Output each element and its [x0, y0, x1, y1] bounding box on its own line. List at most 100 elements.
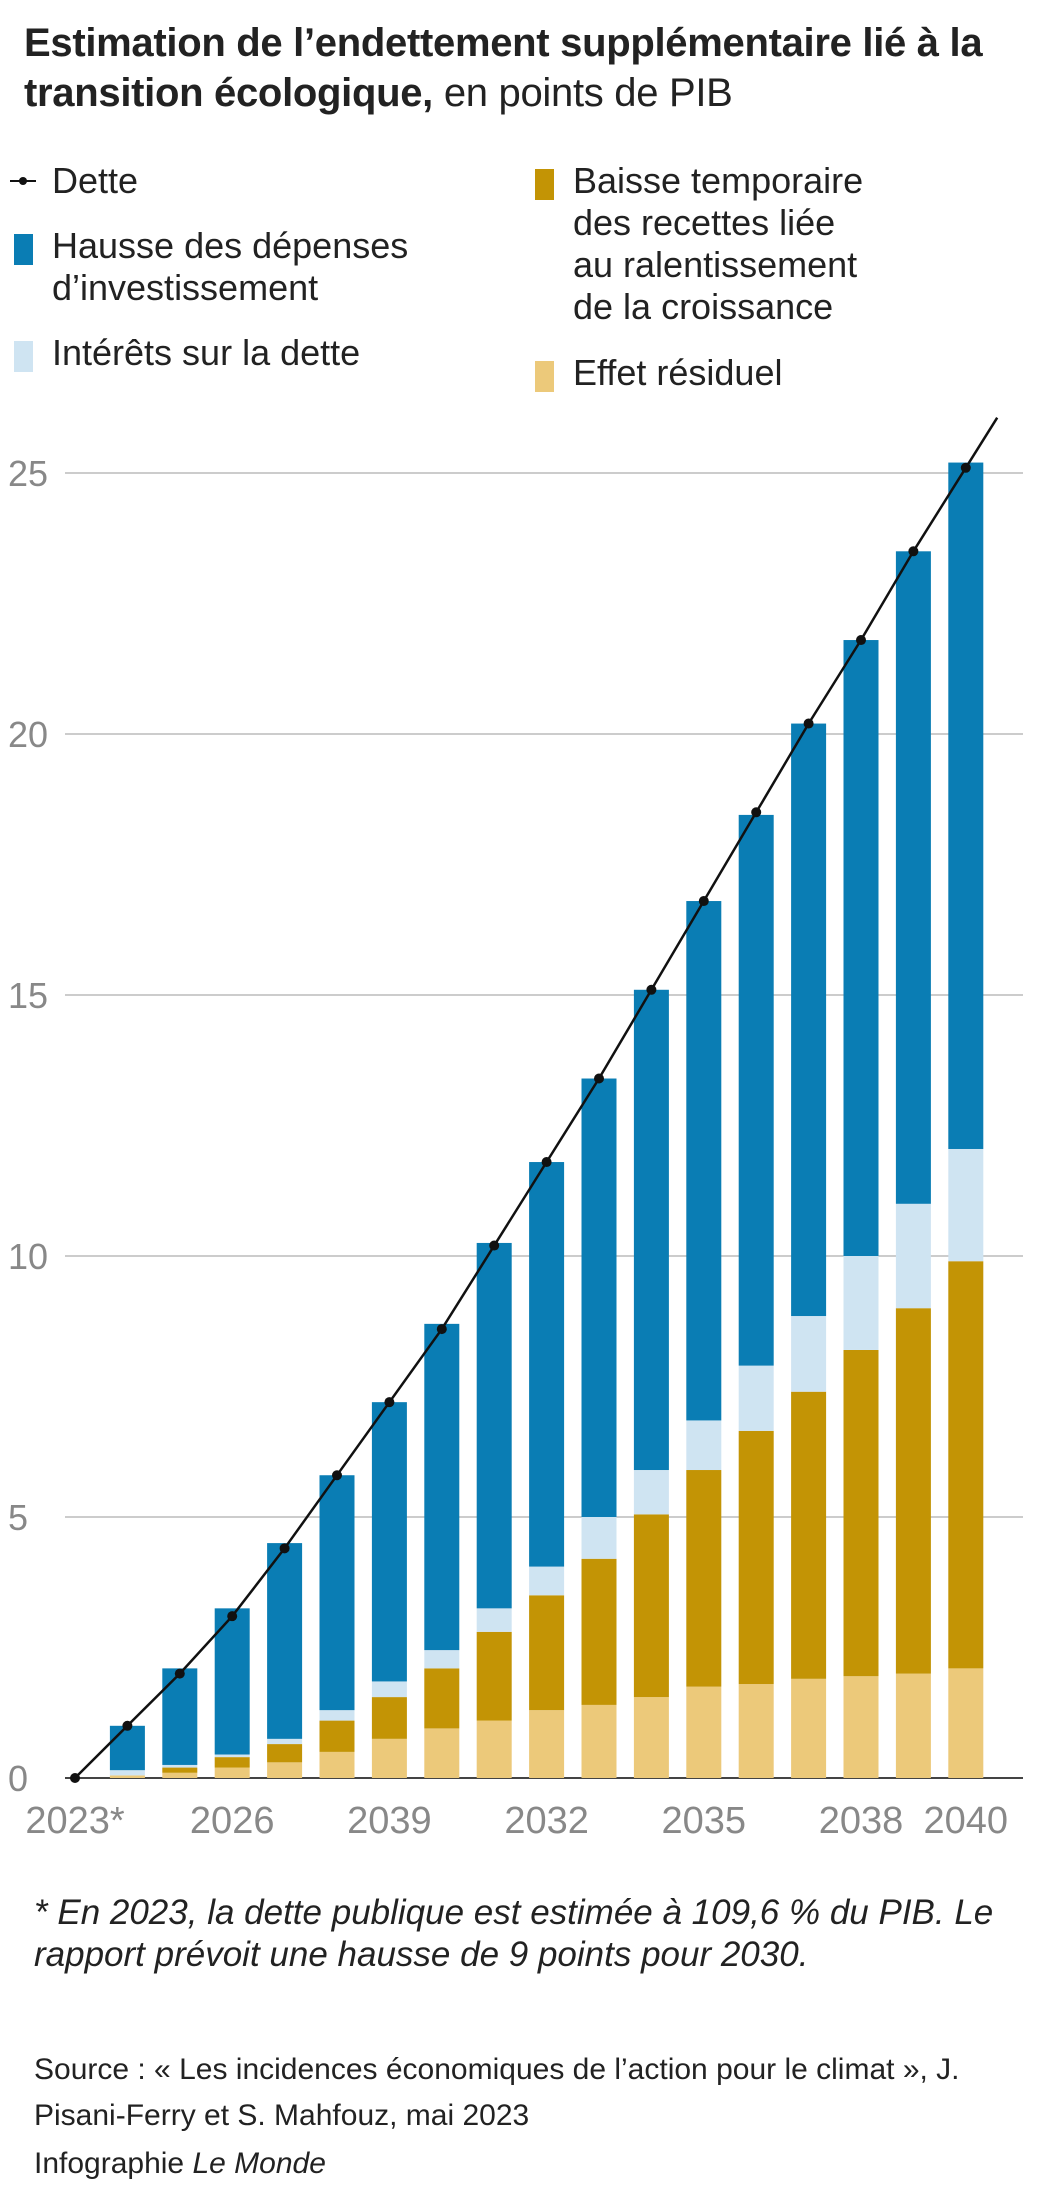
x-tick-label-2029: 2039	[347, 1800, 432, 1842]
bar-residuel-2025	[162, 1772, 198, 1778]
dette-point-2040	[960, 462, 971, 473]
bar-residuel-2037	[791, 1678, 827, 1778]
bar-interets-2034	[633, 1470, 669, 1515]
footnote: * En 2023, la dette publique est estimée…	[34, 1893, 994, 1974]
bar-interets-2039	[895, 1203, 931, 1309]
chart-area: 0 5 10 15 20 25 2023* 2026 2039 2032 2035 2038 2040	[8, 417, 1023, 1842]
bar-interets-2027	[267, 1738, 303, 1745]
revenue-swatch-icon	[535, 169, 554, 200]
bar-residuel-2032	[529, 1710, 565, 1778]
dette-point-2037	[803, 718, 814, 729]
line-layer	[70, 417, 999, 1783]
dette-point-2034	[646, 984, 657, 995]
bar-residuel-2029	[371, 1738, 407, 1778]
bar-recettes-2028	[319, 1720, 355, 1752]
bar-recettes-2029	[371, 1697, 407, 1739]
bar-investissement-2026	[214, 1608, 250, 1755]
bar-interets-2037	[791, 1316, 827, 1392]
y-tick-label-15: 15	[8, 975, 48, 1016]
dette-point-2028	[332, 1470, 342, 1481]
bar-investissement-2029	[371, 1402, 407, 1682]
bar-recettes-2025	[162, 1767, 198, 1773]
bar-investissement-2030	[424, 1323, 460, 1651]
legend-investissement-label: Hausse des dépenses d’investissement	[52, 225, 409, 308]
bar-investissement-2027	[267, 1543, 303, 1739]
bar-investissement-2025	[162, 1668, 198, 1765]
dette-point-2032	[541, 1157, 552, 1168]
bar-residuel-2035	[686, 1686, 722, 1778]
legend-dette-label: Dette	[52, 160, 139, 201]
source-text: Source : « Les incidences économiques de…	[34, 2053, 960, 2132]
bar-residuel-2033	[581, 1704, 617, 1778]
bar-investissement-2039	[895, 551, 931, 1204]
bar-interets-2035	[686, 1420, 722, 1471]
bar-investissement-2028	[319, 1475, 355, 1711]
chart-title-bold: Estimation de l’endettement supplémentai…	[24, 21, 983, 115]
bar-layer	[109, 462, 984, 1778]
bar-recettes-2031	[476, 1631, 512, 1721]
y-tick-label-0: 0	[8, 1758, 28, 1799]
bar-investissement-2037	[791, 723, 827, 1317]
bar-investissement-2031	[476, 1242, 512, 1609]
bar-recettes-2038	[843, 1349, 879, 1677]
bar-investissement-2033	[581, 1078, 617, 1517]
legend-interets-label: Intérêts sur la dette	[52, 332, 361, 373]
bar-residuel-2038	[843, 1676, 879, 1778]
dette-point-2030	[436, 1324, 447, 1335]
x-tick-label-2035: 2035	[662, 1800, 747, 1842]
bar-interets-2028	[319, 1710, 355, 1721]
bar-recettes-2036	[738, 1430, 774, 1685]
bar-interets-2038	[843, 1256, 879, 1350]
legend-recettes-label: Baisse temporaire des recettes liée au r…	[573, 160, 864, 327]
x-tick-label-2032: 2032	[504, 1800, 589, 1842]
legend-residuel: Effet résiduel	[535, 352, 1015, 394]
y-tick-label-25: 25	[8, 453, 48, 494]
bar-recettes-2033	[581, 1558, 617, 1705]
bar-recettes-2035	[686, 1470, 722, 1687]
bar-recettes-2037	[791, 1391, 827, 1679]
bar-recettes-2026	[214, 1757, 250, 1768]
dette-point-2036	[751, 807, 762, 818]
dette-point-2031	[489, 1240, 500, 1251]
dette-point-2026	[227, 1611, 238, 1622]
bar-investissement-2024	[109, 1725, 145, 1771]
bar-residuel-2030	[424, 1728, 460, 1778]
bar-residuel-2028	[319, 1751, 355, 1778]
dette-point-2023	[70, 1773, 80, 1783]
bar-recettes-2040	[948, 1261, 984, 1669]
bar-interets-2031	[476, 1608, 512, 1632]
bar-interets-2030	[424, 1650, 460, 1669]
bar-residuel-2040	[948, 1668, 984, 1778]
legend-interets: Intérêts sur la dette	[14, 332, 454, 374]
bar-interets-2040	[948, 1148, 984, 1262]
bar-residuel-2027	[267, 1762, 303, 1778]
interest-swatch-icon	[14, 341, 33, 372]
legend-recettes: Baisse temporaire des recettes liée au r…	[535, 160, 1015, 328]
bar-interets-2032	[529, 1566, 565, 1596]
y-tick-label-20: 20	[8, 714, 48, 755]
bar-interets-2025	[162, 1764, 198, 1768]
dette-point-2039	[908, 546, 919, 557]
bar-residuel-2026	[214, 1767, 250, 1778]
credit: Infographie Le Monde	[34, 2141, 326, 2187]
bar-investissement-2035	[686, 901, 722, 1421]
bar-interets-2033	[581, 1517, 617, 1559]
investment-swatch-icon	[14, 234, 33, 265]
bar-interets-2036	[738, 1365, 774, 1431]
bar-investissement-2036	[738, 814, 774, 1366]
bar-interets-2026	[214, 1754, 250, 1758]
bar-recettes-2032	[529, 1595, 565, 1711]
chart-title: Estimation de l’endettement supplémentai…	[24, 18, 1024, 118]
bar-recettes-2034	[633, 1514, 669, 1698]
dette-point-2024	[122, 1720, 133, 1731]
bar-residuel-2024	[109, 1775, 145, 1778]
dette-point-2033	[594, 1073, 604, 1084]
legend-dette: Dette	[10, 160, 450, 202]
bar-recettes-2027	[267, 1744, 303, 1763]
credit-prefix: Infographie	[34, 2147, 193, 2180]
bar-investissement-2038	[843, 640, 879, 1256]
bar-residuel-2036	[738, 1684, 774, 1778]
bar-interets-2029	[371, 1681, 407, 1698]
bar-residuel-2039	[895, 1673, 931, 1778]
x-tick-label-2040: 2040	[924, 1800, 1009, 1842]
